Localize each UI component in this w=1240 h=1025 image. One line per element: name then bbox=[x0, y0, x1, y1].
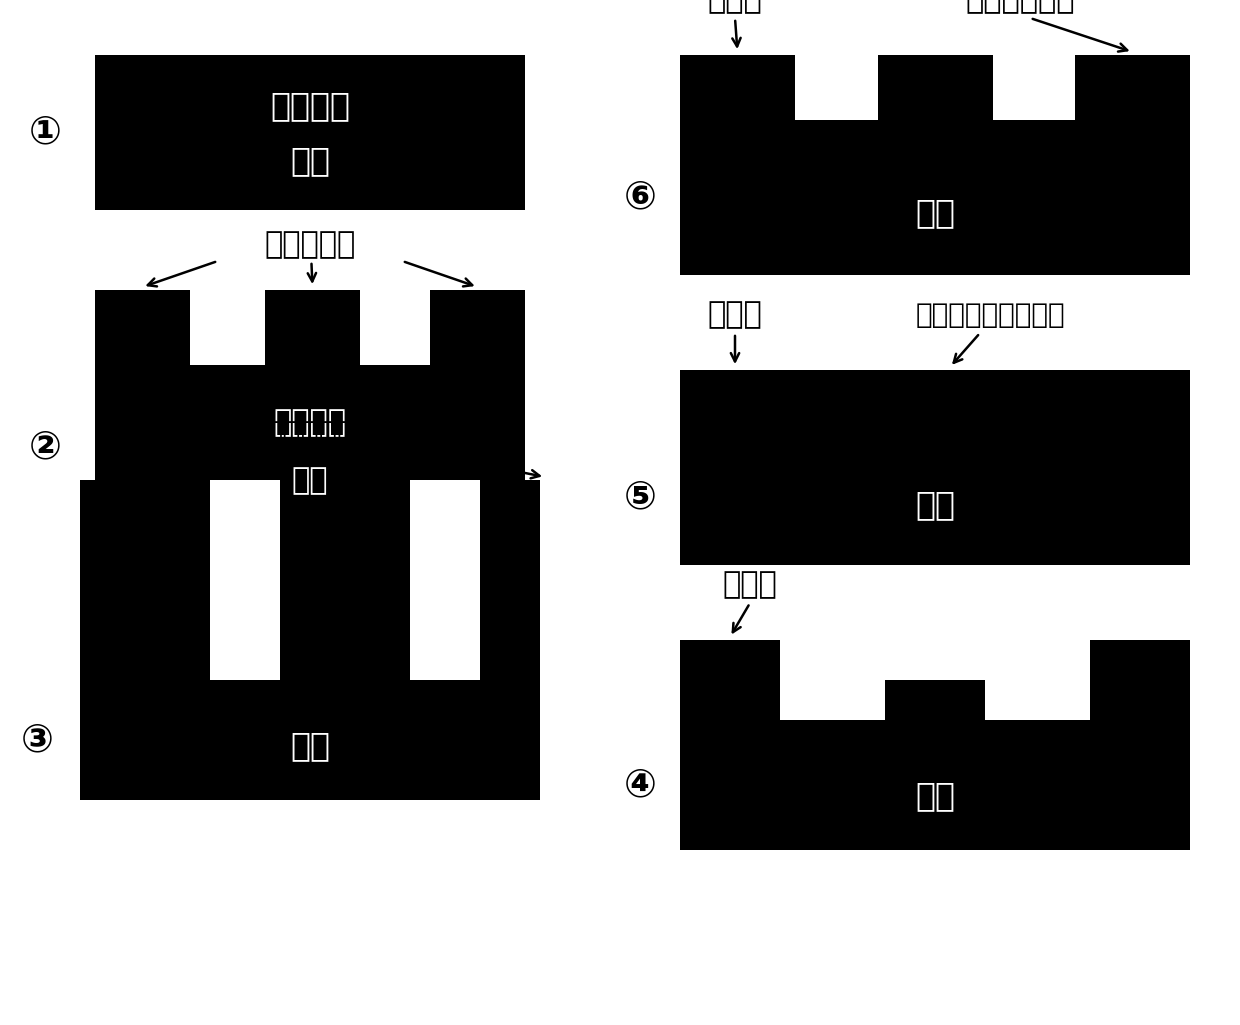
Bar bbox=[680, 55, 795, 120]
Bar bbox=[265, 290, 360, 365]
Bar bbox=[81, 680, 539, 800]
Bar bbox=[95, 290, 190, 365]
Bar bbox=[680, 720, 1190, 850]
Bar bbox=[210, 480, 280, 680]
Text: 聚合物层: 聚合物层 bbox=[270, 89, 350, 123]
Text: 基底: 基底 bbox=[290, 144, 330, 177]
Bar bbox=[680, 640, 780, 720]
Text: 钙钛矿量子点前驱体: 钙钛矿量子点前驱体 bbox=[915, 301, 1065, 329]
Bar bbox=[95, 365, 525, 530]
Text: 基底: 基底 bbox=[915, 779, 955, 812]
Text: 聚合物: 聚合物 bbox=[723, 571, 777, 600]
Text: 聚合物: 聚合物 bbox=[708, 0, 763, 14]
Text: 基底: 基底 bbox=[291, 466, 329, 495]
Text: 基底: 基底 bbox=[915, 197, 955, 230]
Text: 聚合物: 聚合物 bbox=[708, 300, 763, 329]
Text: 基底: 基底 bbox=[290, 730, 330, 763]
Bar bbox=[680, 370, 1190, 415]
Text: 正性光刻胶: 正性光刻胶 bbox=[264, 420, 356, 450]
Text: ②: ② bbox=[29, 428, 62, 466]
Bar bbox=[81, 480, 539, 680]
Text: ③: ③ bbox=[21, 721, 53, 758]
Text: ⑤: ⑤ bbox=[624, 479, 656, 517]
Text: 钙钛矿量子点: 钙钛矿量子点 bbox=[965, 0, 1075, 14]
Bar bbox=[885, 680, 985, 720]
Bar bbox=[1075, 55, 1190, 120]
Text: 基底: 基底 bbox=[915, 489, 955, 522]
Bar bbox=[430, 290, 525, 365]
Text: 聚合物层: 聚合物层 bbox=[274, 408, 346, 438]
Bar bbox=[680, 120, 1190, 275]
Text: ①: ① bbox=[29, 114, 62, 152]
Text: ④: ④ bbox=[624, 766, 656, 804]
Bar bbox=[95, 55, 525, 210]
Bar bbox=[410, 480, 480, 680]
Text: 正性光刻胶: 正性光刻胶 bbox=[264, 231, 356, 259]
Bar bbox=[1090, 640, 1190, 720]
Text: ⑥: ⑥ bbox=[624, 178, 656, 216]
Bar bbox=[680, 415, 1190, 565]
Bar bbox=[878, 55, 993, 120]
